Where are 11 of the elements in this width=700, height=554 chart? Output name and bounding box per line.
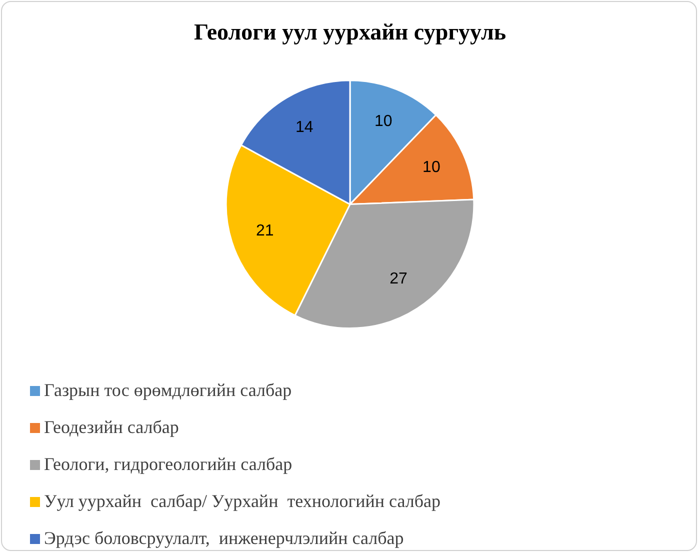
data-label: 27 [390, 270, 408, 288]
data-label: 14 [295, 118, 314, 136]
data-label: 10 [422, 159, 440, 176]
chart-title: Геологи уул уурхайн сургууль [194, 20, 506, 45]
legend-label: Геологи, гидрогеологийн салбар [44, 454, 292, 475]
data-label: 21 [256, 222, 274, 240]
legend-label: Эрдэс боловсруулалт, инженерчлэлийн салбар [44, 528, 404, 549]
legend-label: Геодезийн салбар [44, 417, 179, 438]
legend-label: Уул уурхайн салбар/ Уурхайн технологийн салбар [44, 491, 440, 512]
data-label: 10 [374, 112, 392, 130]
legend-label: Газрын тос өрөмдлөгийн салбар [44, 380, 292, 401]
